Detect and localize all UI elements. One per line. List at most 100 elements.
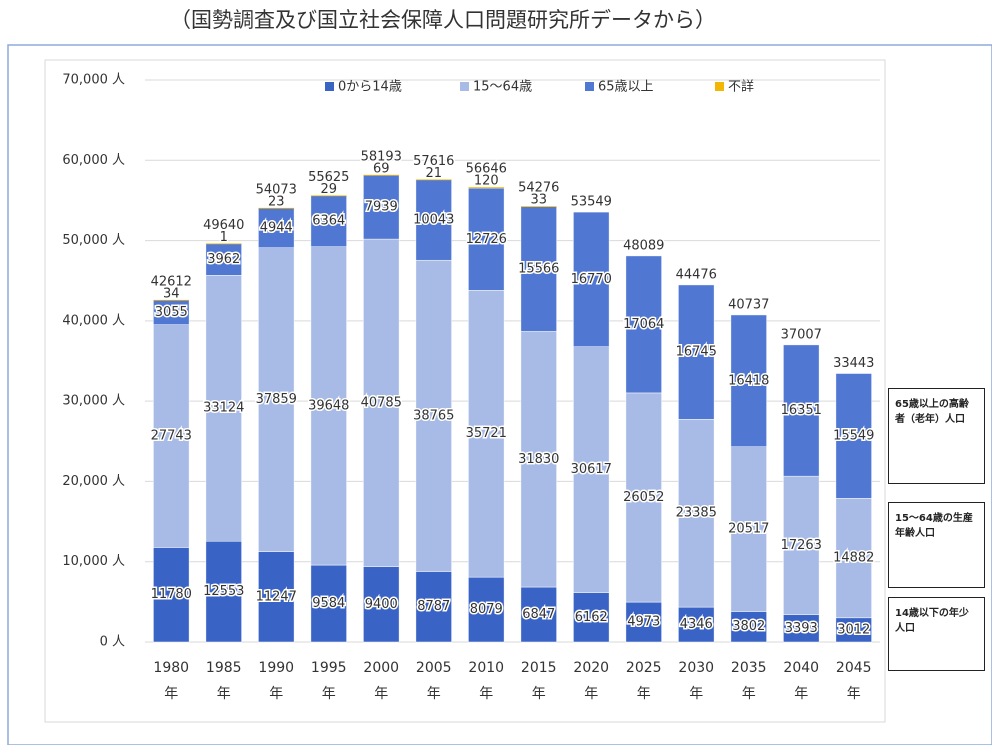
data-label: 17064	[623, 317, 664, 332]
data-label: 33124	[203, 401, 244, 416]
x-tick-label: 2040年	[783, 660, 820, 702]
data-label: 34	[163, 286, 180, 301]
total-label: 57616	[413, 154, 454, 169]
data-label: 6847	[522, 607, 555, 622]
legend-swatch	[585, 82, 594, 91]
x-tick-label: 1980年	[153, 660, 190, 702]
total-label: 53549	[571, 195, 612, 210]
bar-segment	[415, 571, 452, 643]
data-label: 4944	[260, 220, 293, 235]
x-tick-label: 2010年	[468, 660, 505, 702]
total-label: 40737	[728, 297, 769, 312]
data-label: 4346	[680, 617, 713, 632]
x-tick-label: 1995年	[310, 660, 347, 702]
bar-segment	[363, 174, 400, 176]
data-label: 11780	[151, 587, 192, 602]
data-label: 8079	[470, 602, 503, 617]
bar-segment	[678, 606, 715, 643]
bar-segment	[415, 179, 452, 261]
data-label: 15566	[518, 261, 559, 276]
data-label: 6364	[312, 214, 345, 229]
data-label: 40785	[361, 395, 402, 410]
legend-swatch	[460, 82, 469, 91]
data-label: 20517	[728, 522, 769, 537]
data-label: 37859	[256, 392, 297, 407]
data-label: 6162	[575, 610, 608, 625]
y-tick-label: 70,000 人	[62, 73, 125, 88]
total-label: 42612	[151, 274, 192, 289]
data-label: 7939	[365, 200, 398, 215]
total-label: 48089	[623, 238, 664, 253]
y-tick-label: 20,000 人	[62, 474, 125, 489]
total-label: 54073	[256, 182, 297, 197]
plot-frame	[44, 59, 886, 723]
data-label: 39648	[308, 398, 349, 413]
y-tick-label: 60,000 人	[62, 153, 125, 168]
data-label: 30617	[571, 462, 612, 477]
annotation: 14歳以下の年少人口	[888, 597, 985, 671]
data-label: 9584	[312, 596, 345, 611]
data-label: 3393	[785, 621, 818, 636]
bar-segment	[153, 299, 190, 301]
bar-segment	[468, 290, 505, 578]
total-label: 58193	[361, 149, 402, 164]
bar-segment	[520, 206, 557, 208]
total-label: 33443	[833, 356, 874, 371]
bar-segment	[363, 566, 400, 643]
bar-segment	[730, 314, 767, 448]
bar-segment	[205, 540, 242, 643]
annotation: 65歳以上の高齢者（老年）人口	[888, 388, 985, 484]
bar-segment	[363, 238, 400, 567]
data-label: 31830	[518, 452, 559, 467]
total-label: 37007	[781, 327, 822, 342]
x-tick-label: 2035年	[730, 660, 767, 702]
bar-segment	[468, 187, 505, 189]
bar-segment	[520, 586, 557, 643]
page-title: （国勢調査及び国立社会保障人口問題研究所データから）	[170, 8, 716, 32]
legend-swatch	[715, 82, 724, 91]
total-label: 55625	[308, 170, 349, 185]
x-tick-label: 2000年	[363, 660, 400, 702]
data-label: 16770	[571, 272, 612, 287]
bar-segment	[520, 206, 557, 332]
bar-segment	[415, 259, 452, 572]
total-label: 56646	[466, 162, 507, 177]
data-label: 3962	[207, 252, 240, 267]
data-label: 3012	[837, 622, 870, 637]
bar-segment	[205, 243, 242, 245]
bar-segment	[520, 331, 557, 588]
bar-segment	[258, 551, 295, 643]
data-label: 12553	[203, 584, 244, 599]
legend-label: 15～64歳	[473, 80, 532, 95]
y-tick-label: 50,000 人	[62, 233, 125, 248]
total-label: 49640	[203, 218, 244, 233]
y-tick-label: 10,000 人	[62, 554, 125, 569]
bar-segment	[625, 392, 662, 603]
bar-segment	[310, 195, 347, 247]
bar-segment	[153, 324, 190, 548]
bar-segment	[678, 284, 715, 420]
data-label: 35721	[466, 426, 507, 441]
data-label: 120	[474, 174, 499, 189]
bar-segment	[783, 344, 820, 477]
total-label: 54276	[518, 181, 559, 196]
bar-segment	[205, 243, 242, 276]
legend-label: 65歳以上	[598, 80, 654, 95]
bar-segment	[310, 195, 347, 197]
bar-segment	[573, 592, 610, 643]
bar-segment	[363, 175, 400, 240]
bar-segment	[730, 446, 767, 612]
x-tick-label: 1990年	[258, 660, 295, 702]
bar-segment	[625, 255, 662, 394]
x-tick-label: 2030年	[678, 660, 715, 702]
data-label: 17263	[781, 538, 822, 553]
bar-segment	[153, 547, 190, 643]
data-label: 69	[373, 161, 390, 176]
data-label: 10043	[413, 212, 454, 227]
data-label: 38765	[413, 408, 454, 423]
data-label: 11247	[256, 589, 297, 604]
data-label: 15549	[833, 428, 874, 443]
bar-segment	[310, 564, 347, 643]
data-label: 26052	[623, 490, 664, 505]
